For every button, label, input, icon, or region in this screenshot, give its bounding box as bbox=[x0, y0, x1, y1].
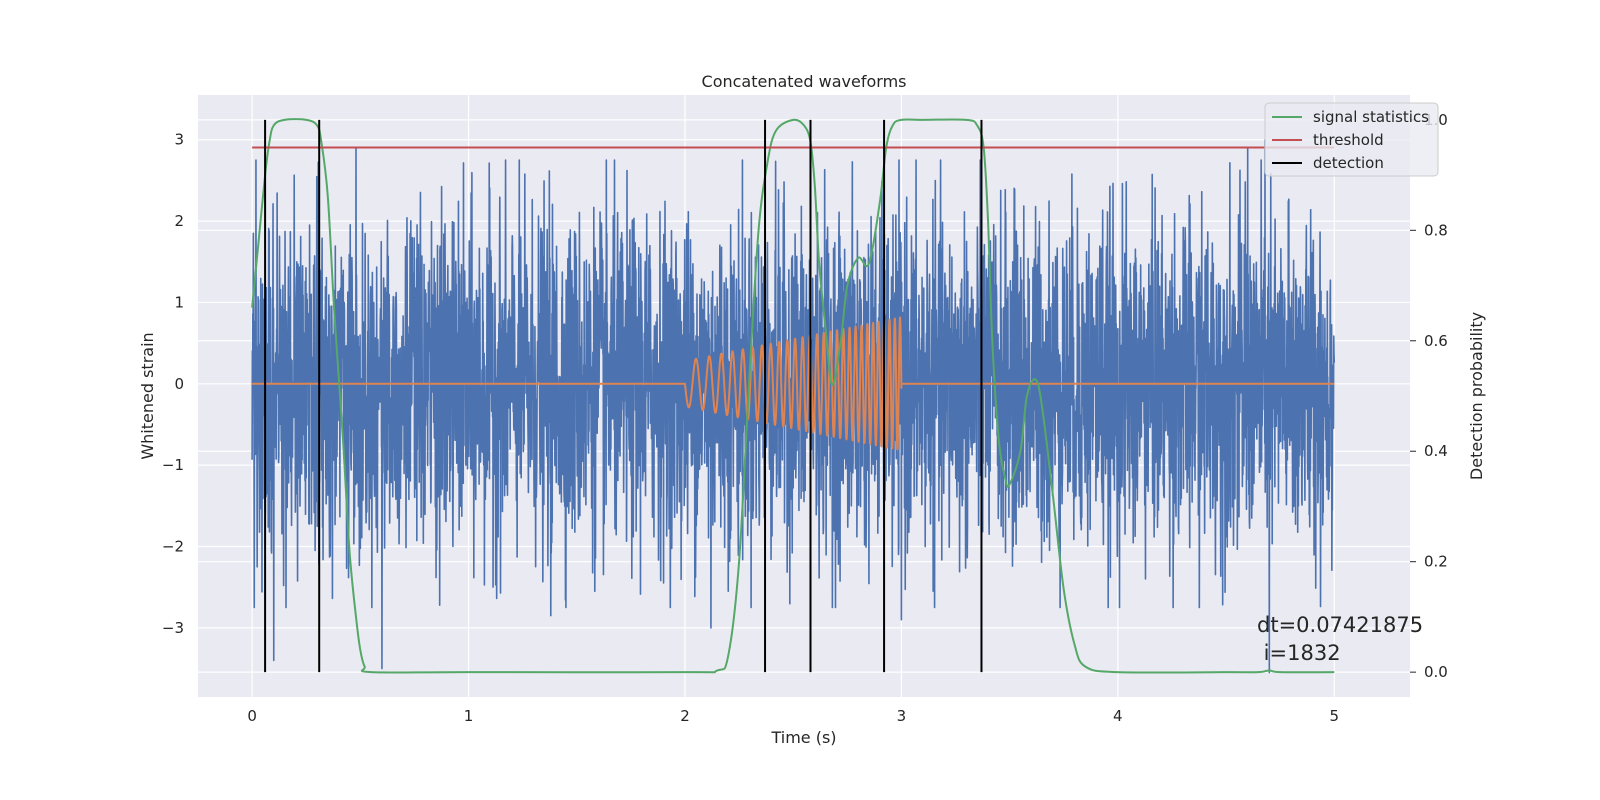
chart-title: Concatenated waveforms bbox=[702, 72, 907, 91]
x-tick-label: 5 bbox=[1329, 707, 1339, 725]
legend: signal statistics threshold detection bbox=[1264, 102, 1439, 177]
y-tick-label: 2 bbox=[174, 212, 184, 230]
series-layer bbox=[251, 118, 1336, 674]
x-axis-label: Time (s) bbox=[770, 728, 836, 747]
annotation-text: dt=0.07421875 i=1832 bbox=[1257, 613, 1423, 665]
y2-axis-label: Detection probability bbox=[1467, 312, 1486, 480]
legend-label: detection bbox=[1313, 154, 1384, 172]
signal-statistics-line bbox=[251, 118, 1335, 674]
series-chirp-line bbox=[252, 316, 1335, 451]
y-tick-label: −2 bbox=[162, 538, 184, 556]
y-ticks: −3 −2 −1 0 1 2 3 bbox=[162, 131, 184, 637]
y2-tick-label: 0.8 bbox=[1424, 221, 1448, 239]
x-tick-label: 3 bbox=[897, 707, 907, 725]
x-tick-label: 2 bbox=[680, 707, 690, 725]
y-tick-label: 3 bbox=[174, 131, 184, 149]
series-noise-line bbox=[251, 138, 1336, 674]
y-axis-label: Whitened strain bbox=[138, 332, 157, 459]
y2-tick-label: 0.4 bbox=[1424, 442, 1448, 460]
annotation-line: dt=0.07421875 bbox=[1257, 613, 1423, 637]
y-tick-label: 0 bbox=[174, 375, 184, 393]
y2-tick-label: 0.6 bbox=[1424, 332, 1448, 350]
x-tick-label: 0 bbox=[247, 707, 257, 725]
y-tick-label: −3 bbox=[162, 619, 184, 637]
annotation-line: i=1832 bbox=[1257, 641, 1341, 665]
y-tick-label: 1 bbox=[174, 293, 184, 311]
x-tick-label: 1 bbox=[464, 707, 474, 725]
y2-tick-label: 0.0 bbox=[1424, 663, 1448, 681]
legend-label: signal statistics bbox=[1313, 108, 1429, 126]
legend-box bbox=[1264, 102, 1439, 177]
legend-label: threshold bbox=[1313, 131, 1384, 149]
x-ticks: 0 1 2 3 4 5 bbox=[247, 707, 1339, 725]
y2-tick-label: 0.2 bbox=[1424, 553, 1448, 571]
y-tick-label: −1 bbox=[162, 456, 184, 474]
x-tick-label: 4 bbox=[1113, 707, 1123, 725]
